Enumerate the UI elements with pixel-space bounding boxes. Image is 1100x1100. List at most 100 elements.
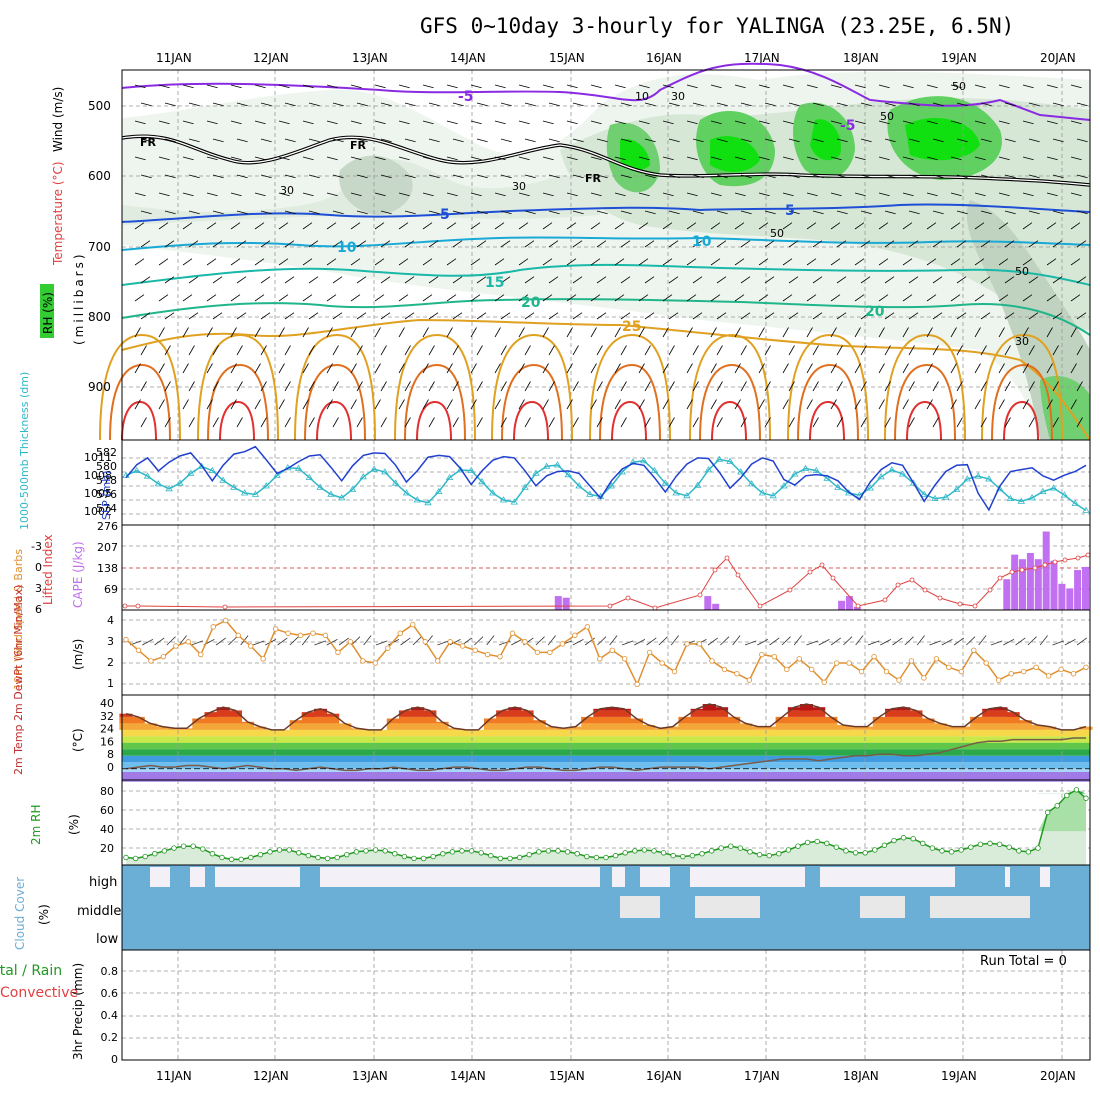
wind-barb <box>1070 156 1082 161</box>
wind-barb <box>836 240 847 248</box>
wind-barb <box>332 174 344 179</box>
wind-barb <box>806 363 813 374</box>
wind-barb <box>998 120 1010 125</box>
temp-bump <box>289 723 303 730</box>
rh2m-line-point <box>526 851 532 858</box>
wind-barb <box>1004 312 1015 320</box>
wind-barb <box>188 138 200 143</box>
wind-barb <box>1028 381 1035 392</box>
wind-barb-10m <box>252 640 265 646</box>
wind-barb-10m <box>732 635 741 646</box>
temp-bump <box>532 720 546 724</box>
wind-barb <box>926 84 938 89</box>
contour-10 <box>121 236 1091 251</box>
wind-barb <box>710 120 722 125</box>
wind-barb <box>812 210 824 215</box>
contour-bell-orange <box>197 333 279 441</box>
rh2m-line-point <box>411 855 417 862</box>
wind-barb <box>782 222 793 230</box>
thickness-line-point <box>931 494 939 501</box>
wind-barb <box>566 399 573 410</box>
temp-bump <box>605 707 619 711</box>
wind-barb <box>134 258 145 266</box>
wind-barb <box>590 84 602 89</box>
wind-barb <box>884 174 896 179</box>
wind-barb <box>734 156 746 161</box>
cloud-clear-high <box>820 867 955 887</box>
wind-barb <box>860 102 872 107</box>
contour-bell-orange-inner <box>599 363 661 441</box>
wind-barb <box>860 417 867 428</box>
wind-barb <box>206 222 217 230</box>
slp-line <box>125 445 1087 512</box>
wind10m-line-point <box>410 622 416 628</box>
wind-barb <box>692 417 699 428</box>
wind-barb <box>836 138 848 143</box>
wind-barb <box>140 174 152 179</box>
wind-barb-10m <box>338 637 350 646</box>
day-axis-top: 11JAN 12JAN 13JAN 14JAN 15JAN 16JAN 17JAN 18JAN… <box>156 51 1076 65</box>
rh2m-line-point <box>747 849 753 855</box>
cape-bar <box>853 606 861 610</box>
contour-bell-orange <box>589 333 671 441</box>
li-point <box>830 575 836 581</box>
wind10m-line-point <box>185 639 192 645</box>
wind-barb <box>716 381 723 392</box>
wind-barb <box>1070 294 1081 302</box>
wind-barb <box>428 102 440 107</box>
temp-band <box>122 742 1090 750</box>
thickness-line-point <box>758 489 767 496</box>
li-point <box>1042 562 1048 568</box>
wind-barb <box>734 84 746 89</box>
thickness-line-point <box>737 468 745 475</box>
wind10m-line-point <box>173 643 179 649</box>
wind-barb <box>404 102 416 107</box>
label-rh30-c: 30 <box>671 90 685 103</box>
temp-bump <box>921 723 935 730</box>
thickness-line-point <box>855 491 864 498</box>
thickness-line-point <box>467 466 475 473</box>
wind-barb <box>350 120 362 125</box>
wind-barb <box>830 363 837 374</box>
temp-bump <box>155 726 170 730</box>
wind-barb <box>638 399 645 410</box>
temp-bump <box>775 716 789 724</box>
wind10m-line-point <box>434 658 441 664</box>
li-point <box>882 597 888 603</box>
wind-barb-10m <box>215 637 227 646</box>
wind-barb <box>260 240 271 248</box>
temp-bump <box>787 710 801 717</box>
label-fr-a: FR <box>140 136 157 149</box>
wind-barb <box>140 312 151 320</box>
temp-bump <box>520 710 534 717</box>
wind-barb <box>974 258 985 266</box>
rh2m-line-point <box>699 851 705 857</box>
day-label-top: 16JAN <box>646 51 682 65</box>
thickness-line-point <box>262 482 270 489</box>
rh2m-area <box>123 787 1089 865</box>
wind-barb <box>596 312 607 320</box>
wind-barb <box>686 363 693 374</box>
temp-band <box>122 755 1090 763</box>
contour-bell-orange-inner <box>699 363 761 441</box>
thickness-line-point <box>402 489 411 496</box>
rh2m-line-point <box>267 849 273 855</box>
wind-barb <box>1070 192 1082 197</box>
wind-barb <box>596 240 607 248</box>
wind-barb <box>740 240 751 248</box>
label-5-b: 5 <box>785 203 795 219</box>
rh2m-line-point <box>1016 848 1022 854</box>
wind-barb <box>542 156 554 161</box>
thickness-line-point <box>715 455 723 462</box>
rh2m-line-point <box>449 849 456 855</box>
wind-barb <box>398 120 410 125</box>
li-point <box>652 605 658 611</box>
wind-barb <box>830 84 842 89</box>
wind-barb <box>902 84 914 89</box>
wind-barb <box>446 156 458 161</box>
wind-barb <box>836 312 847 320</box>
wind-barb <box>662 327 669 338</box>
wind-barb <box>716 345 723 356</box>
temp-bump <box>119 723 133 730</box>
wind-barb <box>374 120 386 125</box>
